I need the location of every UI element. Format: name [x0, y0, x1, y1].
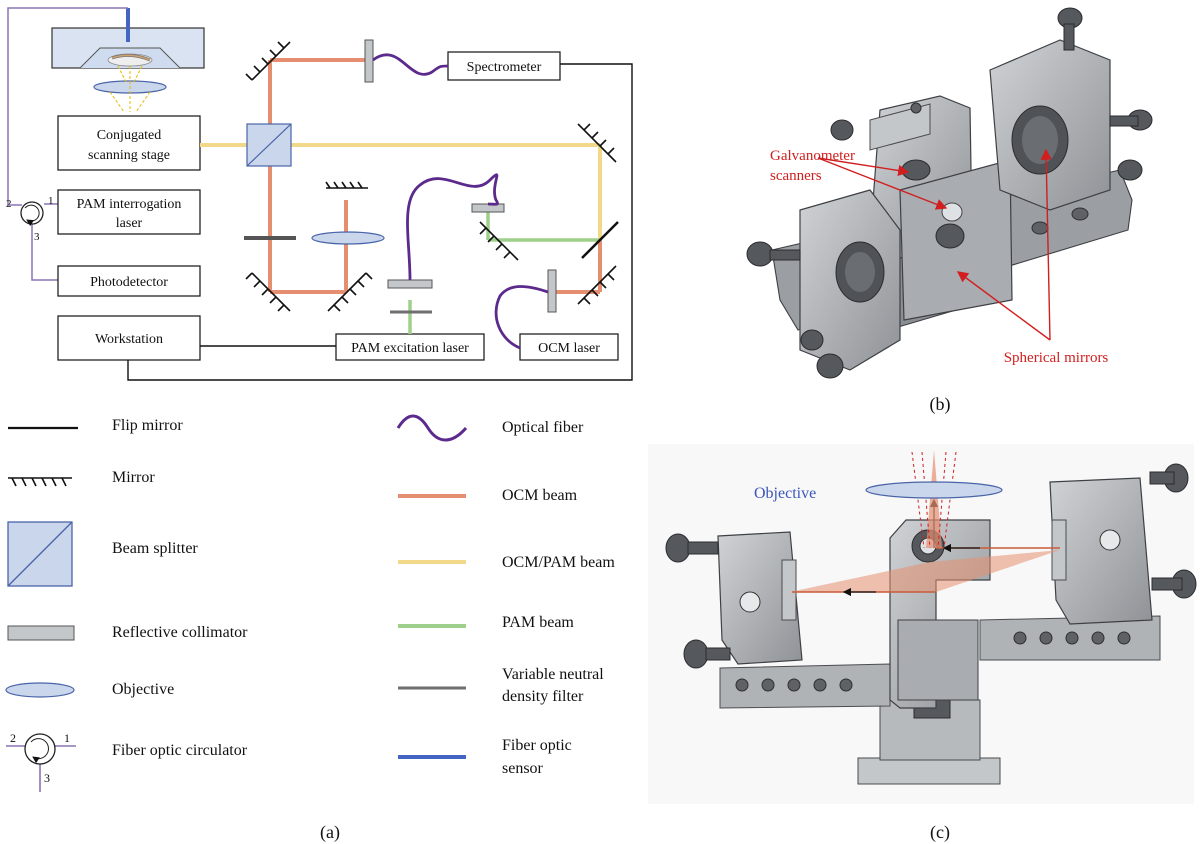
svg-text:2: 2	[10, 731, 16, 745]
svg-text:(b): (b)	[930, 394, 951, 415]
photodetector-box	[57, 265, 201, 297]
ocm-laser-box	[519, 333, 619, 361]
optical-fibers	[372, 53, 549, 350]
pam-excitation-laser-box	[335, 333, 485, 361]
svg-text:OCM beam: OCM beam	[502, 487, 578, 504]
panel-c-render: Objective (c)	[648, 444, 1197, 843]
workstation-box	[57, 315, 201, 361]
ocm-beam	[268, 58, 602, 294]
svg-text:Mirror: Mirror	[112, 469, 155, 486]
circulator-fiber	[7, 7, 128, 206]
svg-text:Spherical mirrors: Spherical mirrors	[1004, 350, 1109, 366]
panel-b-render: Galvanometer scanners Spherical mirrors …	[746, 7, 1153, 415]
beam-splitter	[246, 123, 292, 167]
legend-beam-splitter-swatch	[7, 521, 73, 587]
svg-text:OCM/PAM beam: OCM/PAM beam	[502, 554, 615, 571]
panel-a-schematic: 2 1 3 Conjugated scanning stage PAM inte…	[6, 7, 633, 843]
svg-text:scanning stage: scanning stage	[88, 148, 170, 163]
svg-text:PAM beam: PAM beam	[502, 614, 574, 631]
svg-text:PAM interrogation: PAM interrogation	[77, 197, 182, 212]
legend-optical-fiber-swatch	[396, 414, 468, 442]
scanning-stage-box	[57, 115, 201, 171]
pam-beam	[408, 208, 600, 334]
flip-mirrors	[244, 221, 619, 259]
legend-objective-swatch	[5, 682, 75, 698]
svg-text:2: 2	[6, 198, 12, 210]
svg-text:PAM excitation laser: PAM excitation laser	[351, 341, 469, 356]
relay-lens	[311, 231, 385, 245]
svg-text:density filter: density filter	[502, 688, 584, 705]
svg-text:Flip mirror: Flip mirror	[112, 417, 183, 434]
adjustment-knobs	[746, 7, 1153, 379]
scan-beams	[790, 450, 1060, 597]
svg-text:OCM laser: OCM laser	[538, 341, 600, 356]
legend-collimator-swatch	[7, 625, 75, 641]
svg-text:sensor: sensor	[502, 760, 544, 777]
svg-text:Variable neutral: Variable neutral	[502, 666, 604, 683]
svg-text:scanners: scanners	[770, 168, 822, 184]
legend-circulator-swatch: 2 1 3	[6, 731, 76, 792]
objective-lens-c	[865, 481, 1003, 499]
mirrors	[245, 41, 617, 312]
svg-text:Workstation: Workstation	[95, 332, 163, 347]
svg-text:Fiber optic circulator: Fiber optic circulator	[112, 742, 248, 759]
pam-interrogation-laser-box	[57, 189, 201, 235]
svg-text:Photodetector: Photodetector	[90, 275, 168, 290]
svg-text:Optical fiber: Optical fiber	[502, 419, 584, 436]
svg-text:Objective: Objective	[112, 681, 174, 698]
spectrometer-box	[447, 51, 561, 81]
sample-stage	[51, 8, 205, 113]
svg-text:Reflective collimator: Reflective collimator	[112, 624, 248, 641]
svg-text:Fiber optic: Fiber optic	[502, 737, 572, 754]
svg-text:1: 1	[64, 731, 70, 745]
svg-text:laser: laser	[116, 216, 143, 231]
adjustment-knobs-c	[665, 463, 1197, 669]
svg-text:3: 3	[44, 771, 50, 785]
reflective-collimators	[364, 39, 557, 313]
svg-text:Objective: Objective	[754, 485, 816, 502]
svg-text:Spectrometer: Spectrometer	[467, 60, 542, 75]
signal-wires	[127, 63, 633, 381]
svg-text:(c): (c)	[930, 822, 950, 843]
svg-text:Conjugated: Conjugated	[97, 128, 162, 143]
svg-text:Beam splitter: Beam splitter	[112, 540, 198, 557]
legend-mirror-swatch	[8, 477, 72, 487]
svg-text:(a): (a)	[320, 822, 340, 843]
svg-text:1: 1	[48, 195, 54, 207]
left-mirror-mount	[717, 531, 803, 665]
legend: Flip mirror Mirror Beam splitter Reflect…	[5, 414, 615, 792]
svg-text:3: 3	[34, 231, 40, 243]
